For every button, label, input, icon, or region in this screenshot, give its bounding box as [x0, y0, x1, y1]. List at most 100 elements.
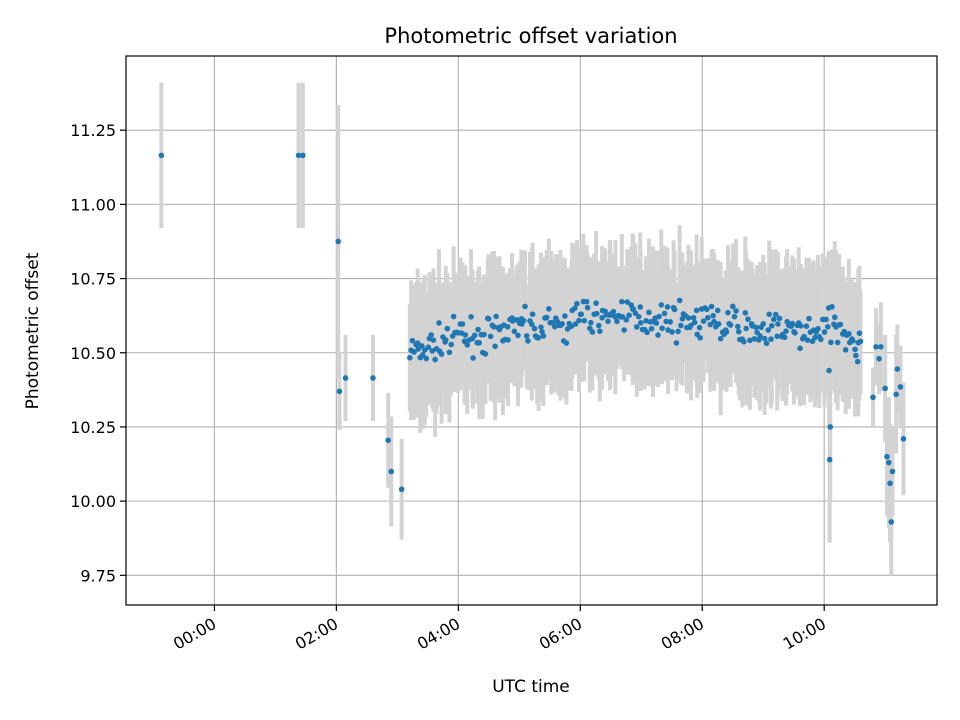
data-point [571, 305, 578, 312]
data-point [491, 324, 497, 330]
data-point [842, 347, 849, 353]
data-point [826, 367, 832, 374]
data-point [727, 322, 734, 328]
data-point [581, 317, 588, 324]
data-point [574, 300, 580, 307]
data-point [714, 307, 721, 314]
data-point [803, 323, 810, 329]
data-point [588, 319, 594, 326]
data-point [549, 319, 556, 326]
x-tick-label: 04:00 [414, 614, 463, 654]
data-point [584, 304, 591, 311]
data-point [821, 329, 828, 335]
data-point [733, 308, 739, 314]
data-point [436, 320, 442, 326]
data-point [520, 317, 527, 324]
data-point [781, 334, 788, 341]
data-point [685, 315, 692, 321]
data-point [887, 480, 893, 487]
data-point [471, 332, 478, 339]
data-point [644, 329, 650, 336]
data-point [823, 316, 829, 323]
data-point [529, 311, 536, 317]
data-point [485, 316, 492, 322]
data-point [158, 152, 165, 159]
y-tick-label: 11.25 [70, 121, 116, 140]
data-point [886, 459, 892, 466]
data-point [789, 320, 796, 327]
data-point [442, 337, 449, 343]
data-point [448, 341, 455, 348]
x-tick-label: 06:00 [536, 614, 585, 654]
data-point [888, 519, 895, 525]
data-point [295, 152, 302, 159]
data-point [768, 336, 774, 342]
data-point [505, 337, 511, 343]
data-point [385, 437, 392, 444]
data-point [667, 319, 674, 325]
data-point [837, 321, 844, 328]
data-point [857, 338, 864, 345]
data-point [792, 330, 798, 336]
data-point [873, 344, 879, 350]
data-point [878, 344, 884, 350]
data-point [831, 314, 838, 321]
data-point [425, 344, 432, 350]
data-point [769, 322, 775, 329]
data-point [543, 314, 550, 321]
data-point [772, 311, 779, 318]
data-point [462, 332, 469, 338]
data-point [531, 325, 538, 332]
data-point [423, 355, 430, 362]
data-point [730, 303, 736, 310]
data-point [370, 375, 376, 381]
y-axis-label: Photometric offset [23, 252, 43, 409]
data-point [715, 321, 722, 327]
data-point [743, 325, 749, 332]
data-point [806, 315, 812, 322]
data-point [658, 302, 665, 308]
data-point [633, 324, 640, 330]
data-point [419, 352, 426, 358]
data-point [335, 238, 342, 245]
data-point [829, 303, 835, 310]
data-point [450, 313, 457, 320]
data-point [834, 339, 841, 346]
y-tick-label: 11.00 [70, 195, 116, 214]
data-point [870, 394, 876, 401]
data-point [624, 299, 631, 305]
data-point [578, 311, 585, 318]
data-point [525, 338, 531, 344]
data-point [659, 325, 665, 332]
data-point [757, 333, 763, 339]
data-point [775, 321, 781, 327]
data-point [593, 300, 599, 306]
data-point [653, 320, 660, 326]
data-point [540, 333, 547, 339]
data-point [761, 335, 768, 342]
data-point [731, 313, 738, 320]
data-point [546, 306, 552, 312]
data-point [893, 391, 899, 398]
data-point [409, 337, 416, 344]
x-tick-label: 00:00 [170, 614, 219, 654]
data-point [619, 314, 626, 320]
data-point [529, 321, 535, 328]
data-point [614, 318, 620, 325]
data-point [432, 356, 438, 363]
data-point [675, 328, 681, 335]
data-point [583, 298, 590, 305]
data-point [707, 321, 714, 328]
data-point [894, 366, 901, 372]
data-point [678, 322, 684, 329]
data-point [559, 321, 565, 327]
data-point [846, 331, 852, 337]
data-point [511, 328, 518, 335]
data-point [342, 375, 349, 381]
data-point [535, 334, 542, 341]
data-point [751, 336, 758, 342]
data-point [710, 312, 716, 319]
data-point [605, 318, 611, 325]
